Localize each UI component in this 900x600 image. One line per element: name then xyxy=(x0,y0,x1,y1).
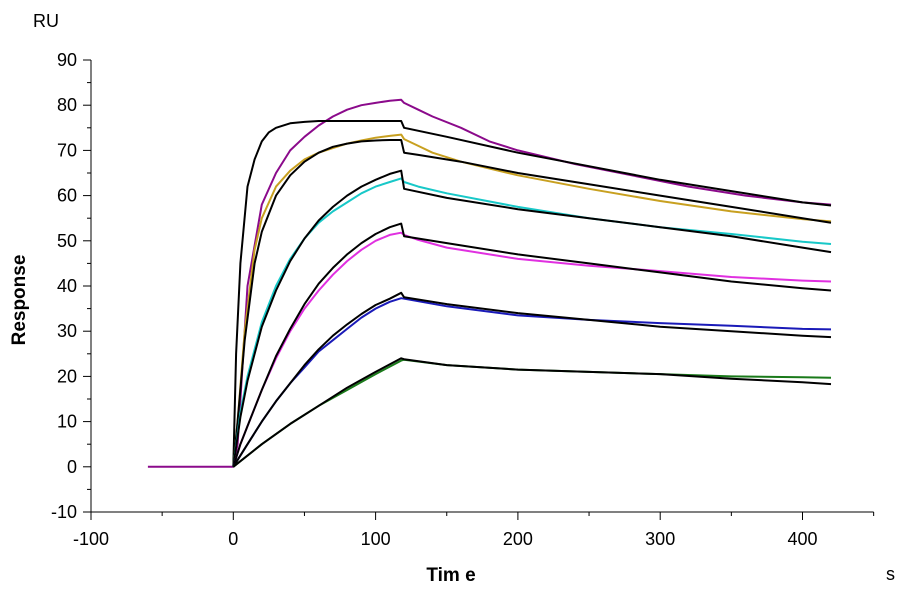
y-tick-label: 70 xyxy=(57,140,77,160)
fit-curve-line xyxy=(232,291,832,468)
y-tick-label: 90 xyxy=(57,50,77,70)
y-tick-label: 0 xyxy=(67,457,77,477)
fit-curve-line xyxy=(232,139,832,467)
y-tick-label: 50 xyxy=(57,231,77,251)
y-axis-title: Response xyxy=(9,255,30,346)
axes xyxy=(90,60,874,513)
y-unit-label: RU xyxy=(33,11,59,31)
x-tick-label: -100 xyxy=(73,529,109,549)
response-curve-line xyxy=(232,133,832,467)
y-tick-label: 40 xyxy=(57,276,77,296)
fit-curve-line xyxy=(232,120,832,467)
x-axis-title: Tim e xyxy=(426,565,475,586)
fit-curve-line xyxy=(232,357,832,468)
x-tick-label: 300 xyxy=(645,529,675,549)
y-tick-label: -10 xyxy=(51,502,77,522)
fit-curve-line xyxy=(232,222,832,468)
fit-curve-line xyxy=(232,169,832,467)
y-tick-label: 10 xyxy=(57,412,77,432)
y-tick-label: 20 xyxy=(57,366,77,386)
y-tick-label: 30 xyxy=(57,321,77,341)
response-curve-line xyxy=(232,297,832,468)
y-tick-label: 80 xyxy=(57,95,77,115)
y-tick-label: 60 xyxy=(57,186,77,206)
response-curve-line xyxy=(232,177,832,467)
x-tick-label: 0 xyxy=(228,529,238,549)
response-curve-line xyxy=(232,231,832,468)
x-unit-label: s xyxy=(886,564,895,584)
response-curve-line xyxy=(232,358,832,468)
series-group xyxy=(147,98,832,468)
x-tick-label: 100 xyxy=(361,529,391,549)
x-tick-label: 400 xyxy=(787,529,817,549)
x-tick-label: 200 xyxy=(503,529,533,549)
